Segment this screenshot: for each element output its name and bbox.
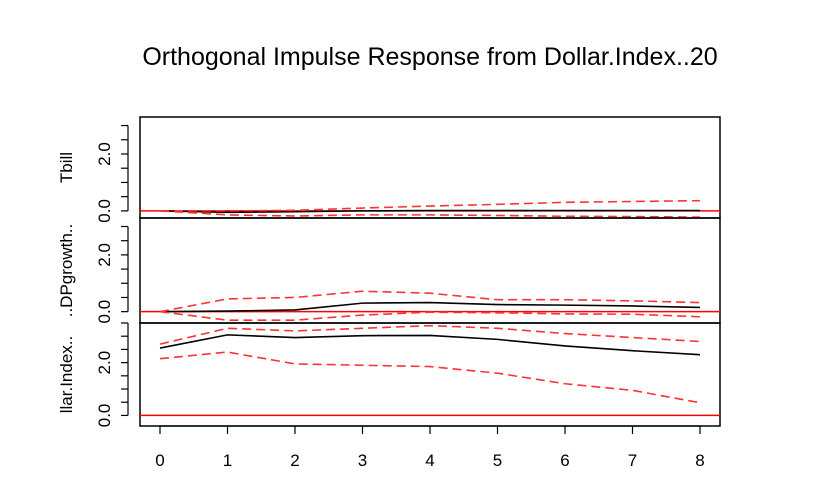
x-tick-label: 3 xyxy=(358,451,367,470)
x-tick-label: 8 xyxy=(695,451,704,470)
chart-title: Orthogonal Impulse Response from Dollar.… xyxy=(142,43,717,71)
upper-line xyxy=(159,324,701,345)
response-line xyxy=(159,301,701,313)
panels-group: 0.0 2.0 Tbill 0.0 2.0 ..DPgrowth.. 0.0 2.0 llar.… xyxy=(57,116,721,428)
x-tick-label: 1 xyxy=(223,451,232,470)
x-axis: 0 1 2 3 4 5 6 7 8 xyxy=(155,425,705,470)
x-tick-label: 0 xyxy=(155,451,164,470)
upper-line xyxy=(159,290,701,313)
panel-1: 0.0 2.0 Tbill xyxy=(57,116,721,223)
response-line xyxy=(159,209,700,214)
x-tick-label: 6 xyxy=(560,451,569,470)
y-axis-label: Tbill xyxy=(57,152,76,183)
x-tick-label: 7 xyxy=(628,451,637,470)
y-tick-label: 0.0 xyxy=(95,404,114,428)
x-tick-label: 2 xyxy=(290,451,299,470)
y-tick-label: 2.0 xyxy=(95,142,114,166)
lower-line xyxy=(159,310,701,321)
panel-frame xyxy=(139,217,721,324)
panel-frame xyxy=(139,322,721,427)
y-tick-label: 2.0 xyxy=(95,243,114,267)
y-tick-label: 0.0 xyxy=(95,300,114,324)
x-tick-label: 5 xyxy=(493,451,502,470)
y-axis-label: llar.Index.. xyxy=(57,336,76,414)
response-line xyxy=(159,334,701,356)
y-axis-label: ..DPgrowth.. xyxy=(57,224,76,318)
y-tick-label: 0.0 xyxy=(95,199,114,223)
lower-line xyxy=(159,210,701,218)
panel-3: 0.0 2.0 llar.Index.. xyxy=(57,322,721,428)
panel-2: 0.0 2.0 ..DPgrowth.. xyxy=(57,217,721,324)
y-tick-label: 2.0 xyxy=(95,351,114,375)
lower-line xyxy=(159,351,701,404)
x-tick-label: 4 xyxy=(425,451,434,470)
upper-line xyxy=(160,199,701,212)
panel-frame xyxy=(139,116,721,219)
